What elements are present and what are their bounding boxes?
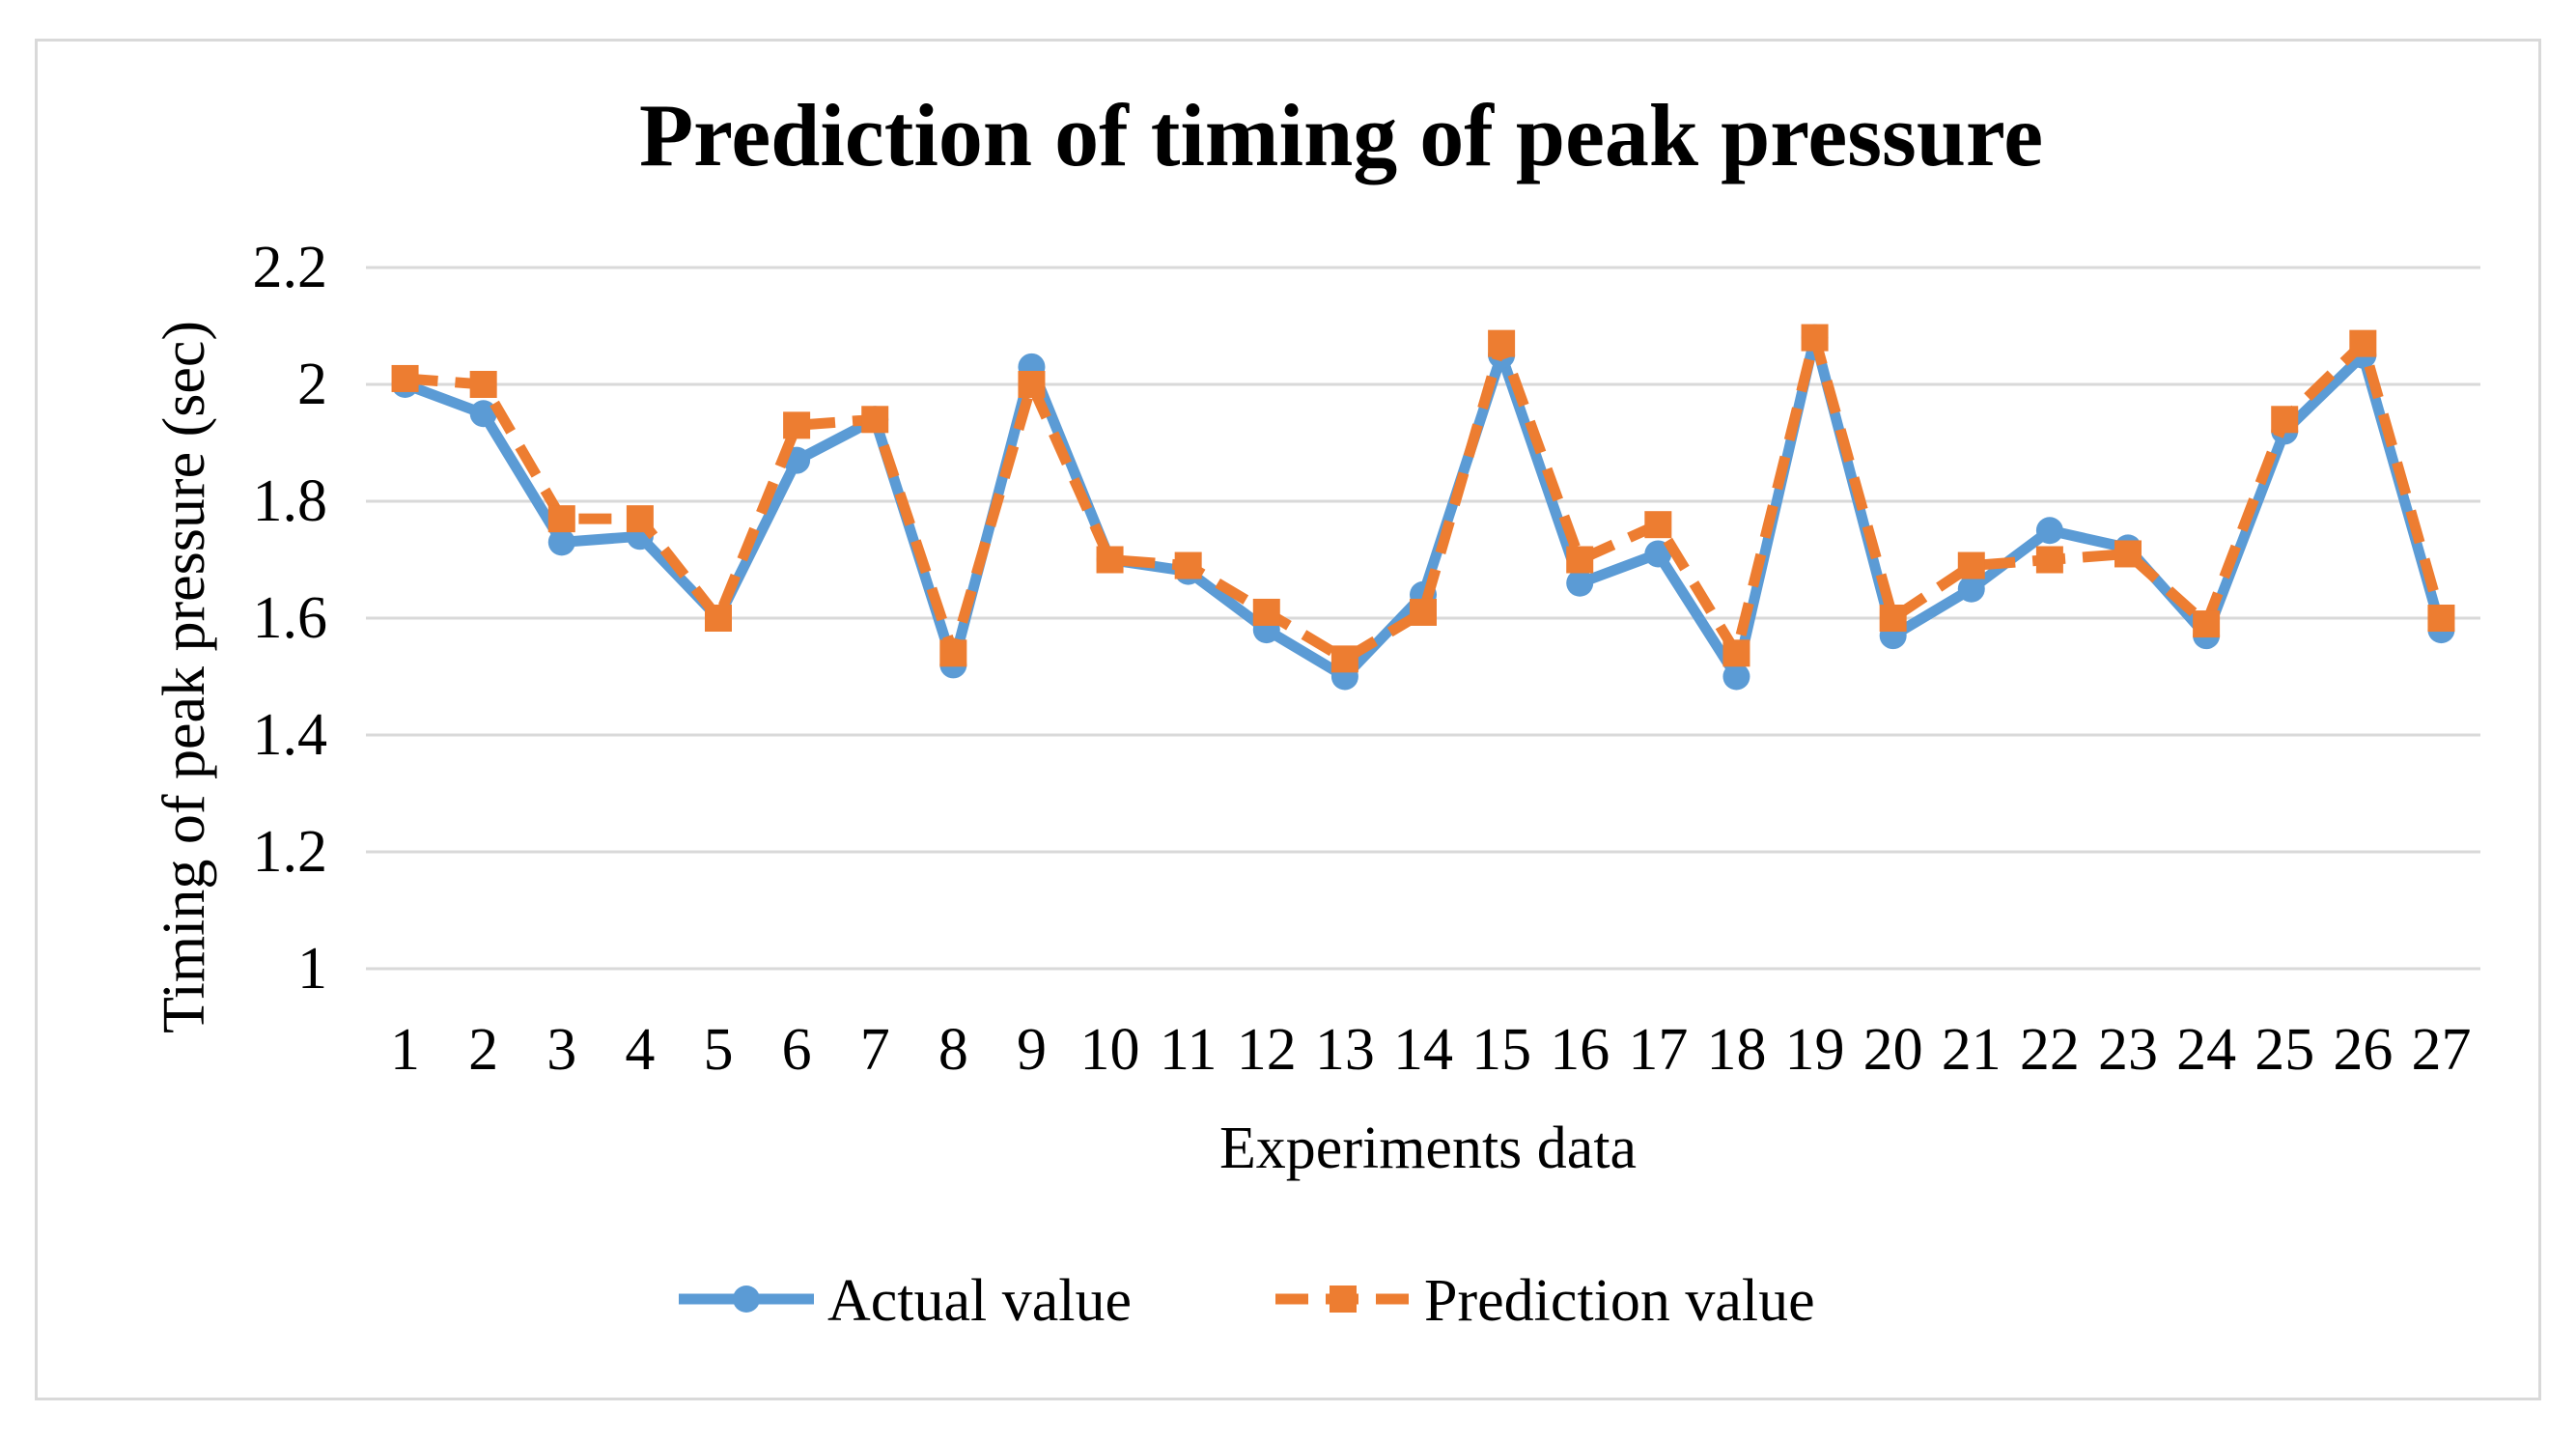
x-tick-label: 12: [1237, 1017, 1297, 1083]
data-point: [1879, 605, 1907, 632]
data-point: [1801, 324, 1829, 352]
x-tick-label: 20: [1863, 1017, 1923, 1083]
y-tick-label: 2.2: [253, 235, 328, 300]
x-tick-label: 17: [1628, 1017, 1688, 1083]
legend-item-prediction: Prediction value: [1275, 1268, 1815, 1334]
legend: Actual value Prediction value: [679, 1268, 1815, 1334]
data-point: [469, 371, 497, 398]
series-layer: [391, 324, 2455, 691]
y-tick-label: 1.2: [253, 819, 328, 885]
data-point: [705, 605, 732, 632]
legend-actual-marker: [733, 1286, 760, 1313]
data-point: [861, 406, 889, 434]
data-point: [1722, 663, 1750, 691]
x-tick-label: 16: [1550, 1017, 1610, 1083]
data-point: [2035, 517, 2063, 545]
data-point: [2349, 329, 2377, 357]
x-axis-ticks: 1 2 3 4 5 6 7 8 9 10 11 12 13 14 15 16 17 18 19 20 21 22 23 24 2…: [390, 1017, 2471, 1083]
line-chart: Prediction of timing of peak pressure 11…: [152, 86, 2480, 1334]
data-point: [2035, 546, 2063, 574]
data-point: [1488, 329, 1516, 357]
series-line: [405, 332, 2447, 664]
data-point: [1644, 540, 1672, 568]
x-tick-label: 26: [2333, 1017, 2393, 1083]
x-tick-label: 3: [546, 1017, 576, 1083]
x-tick-label: 23: [2098, 1017, 2158, 1083]
x-tick-label: 7: [860, 1017, 890, 1083]
data-point: [1957, 551, 1985, 579]
data-point: [783, 411, 811, 439]
x-tick-label: 18: [1706, 1017, 1766, 1083]
data-point: [2193, 610, 2221, 638]
data-point: [547, 528, 575, 556]
x-tick-label: 24: [2176, 1017, 2236, 1083]
data-point: [469, 400, 497, 428]
legend-item-actual: Actual value: [679, 1268, 1132, 1334]
legend-prediction-marker: [1330, 1286, 1357, 1313]
x-tick-label: 8: [938, 1017, 968, 1083]
series-actual: [391, 324, 2455, 691]
y-tick-label: 1: [297, 936, 327, 1002]
x-tick-label: 11: [1160, 1017, 1218, 1083]
data-point: [1330, 645, 1358, 673]
x-tick-label: 14: [1393, 1017, 1453, 1083]
y-tick-label: 1.6: [253, 585, 328, 651]
data-point: [1566, 569, 1594, 597]
x-tick-label: 19: [1785, 1017, 1845, 1083]
y-axis-ticks: 1 1.2 1.4 1.6 1.8 2 2.2: [253, 235, 328, 1002]
legend-actual-label: Actual value: [827, 1268, 1132, 1334]
data-point: [1566, 546, 1594, 574]
x-tick-label: 9: [1017, 1017, 1047, 1083]
data-point: [1096, 546, 1124, 574]
x-tick-label: 2: [468, 1017, 498, 1083]
data-point: [939, 639, 967, 667]
data-point: [2114, 540, 2142, 568]
data-point: [2427, 605, 2455, 632]
data-point: [1644, 511, 1672, 539]
x-tick-label: 13: [1315, 1017, 1375, 1083]
data-point: [1018, 371, 1046, 398]
x-tick-label: 21: [1942, 1017, 2002, 1083]
data-point: [626, 505, 654, 533]
x-tick-label: 15: [1471, 1017, 1531, 1083]
x-tick-label: 10: [1080, 1017, 1140, 1083]
x-tick-label: 25: [2254, 1017, 2314, 1083]
x-tick-label: 27: [2411, 1017, 2471, 1083]
data-point: [547, 505, 575, 533]
data-point: [1410, 598, 1437, 626]
data-point: [1722, 639, 1750, 667]
data-point: [391, 364, 419, 392]
y-tick-label: 1.4: [253, 702, 328, 768]
x-axis-label: Experiments data: [1219, 1116, 1637, 1181]
chart-title: Prediction of timing of peak pressure: [639, 86, 2043, 184]
x-tick-label: 22: [2020, 1017, 2080, 1083]
x-tick-label: 4: [625, 1017, 655, 1083]
y-tick-label: 2: [297, 352, 327, 417]
y-axis-label: Timing of peak pressure (sec): [152, 321, 217, 1033]
data-point: [2271, 406, 2299, 434]
x-tick-label: 5: [704, 1017, 734, 1083]
data-point: [1252, 598, 1280, 626]
y-tick-label: 1.8: [253, 468, 328, 534]
legend-prediction-label: Prediction value: [1424, 1268, 1815, 1334]
data-point: [1174, 551, 1202, 579]
data-point: [1957, 575, 1985, 603]
series-prediction: [391, 324, 2455, 673]
x-tick-label: 1: [390, 1017, 420, 1083]
x-tick-label: 6: [782, 1017, 812, 1083]
